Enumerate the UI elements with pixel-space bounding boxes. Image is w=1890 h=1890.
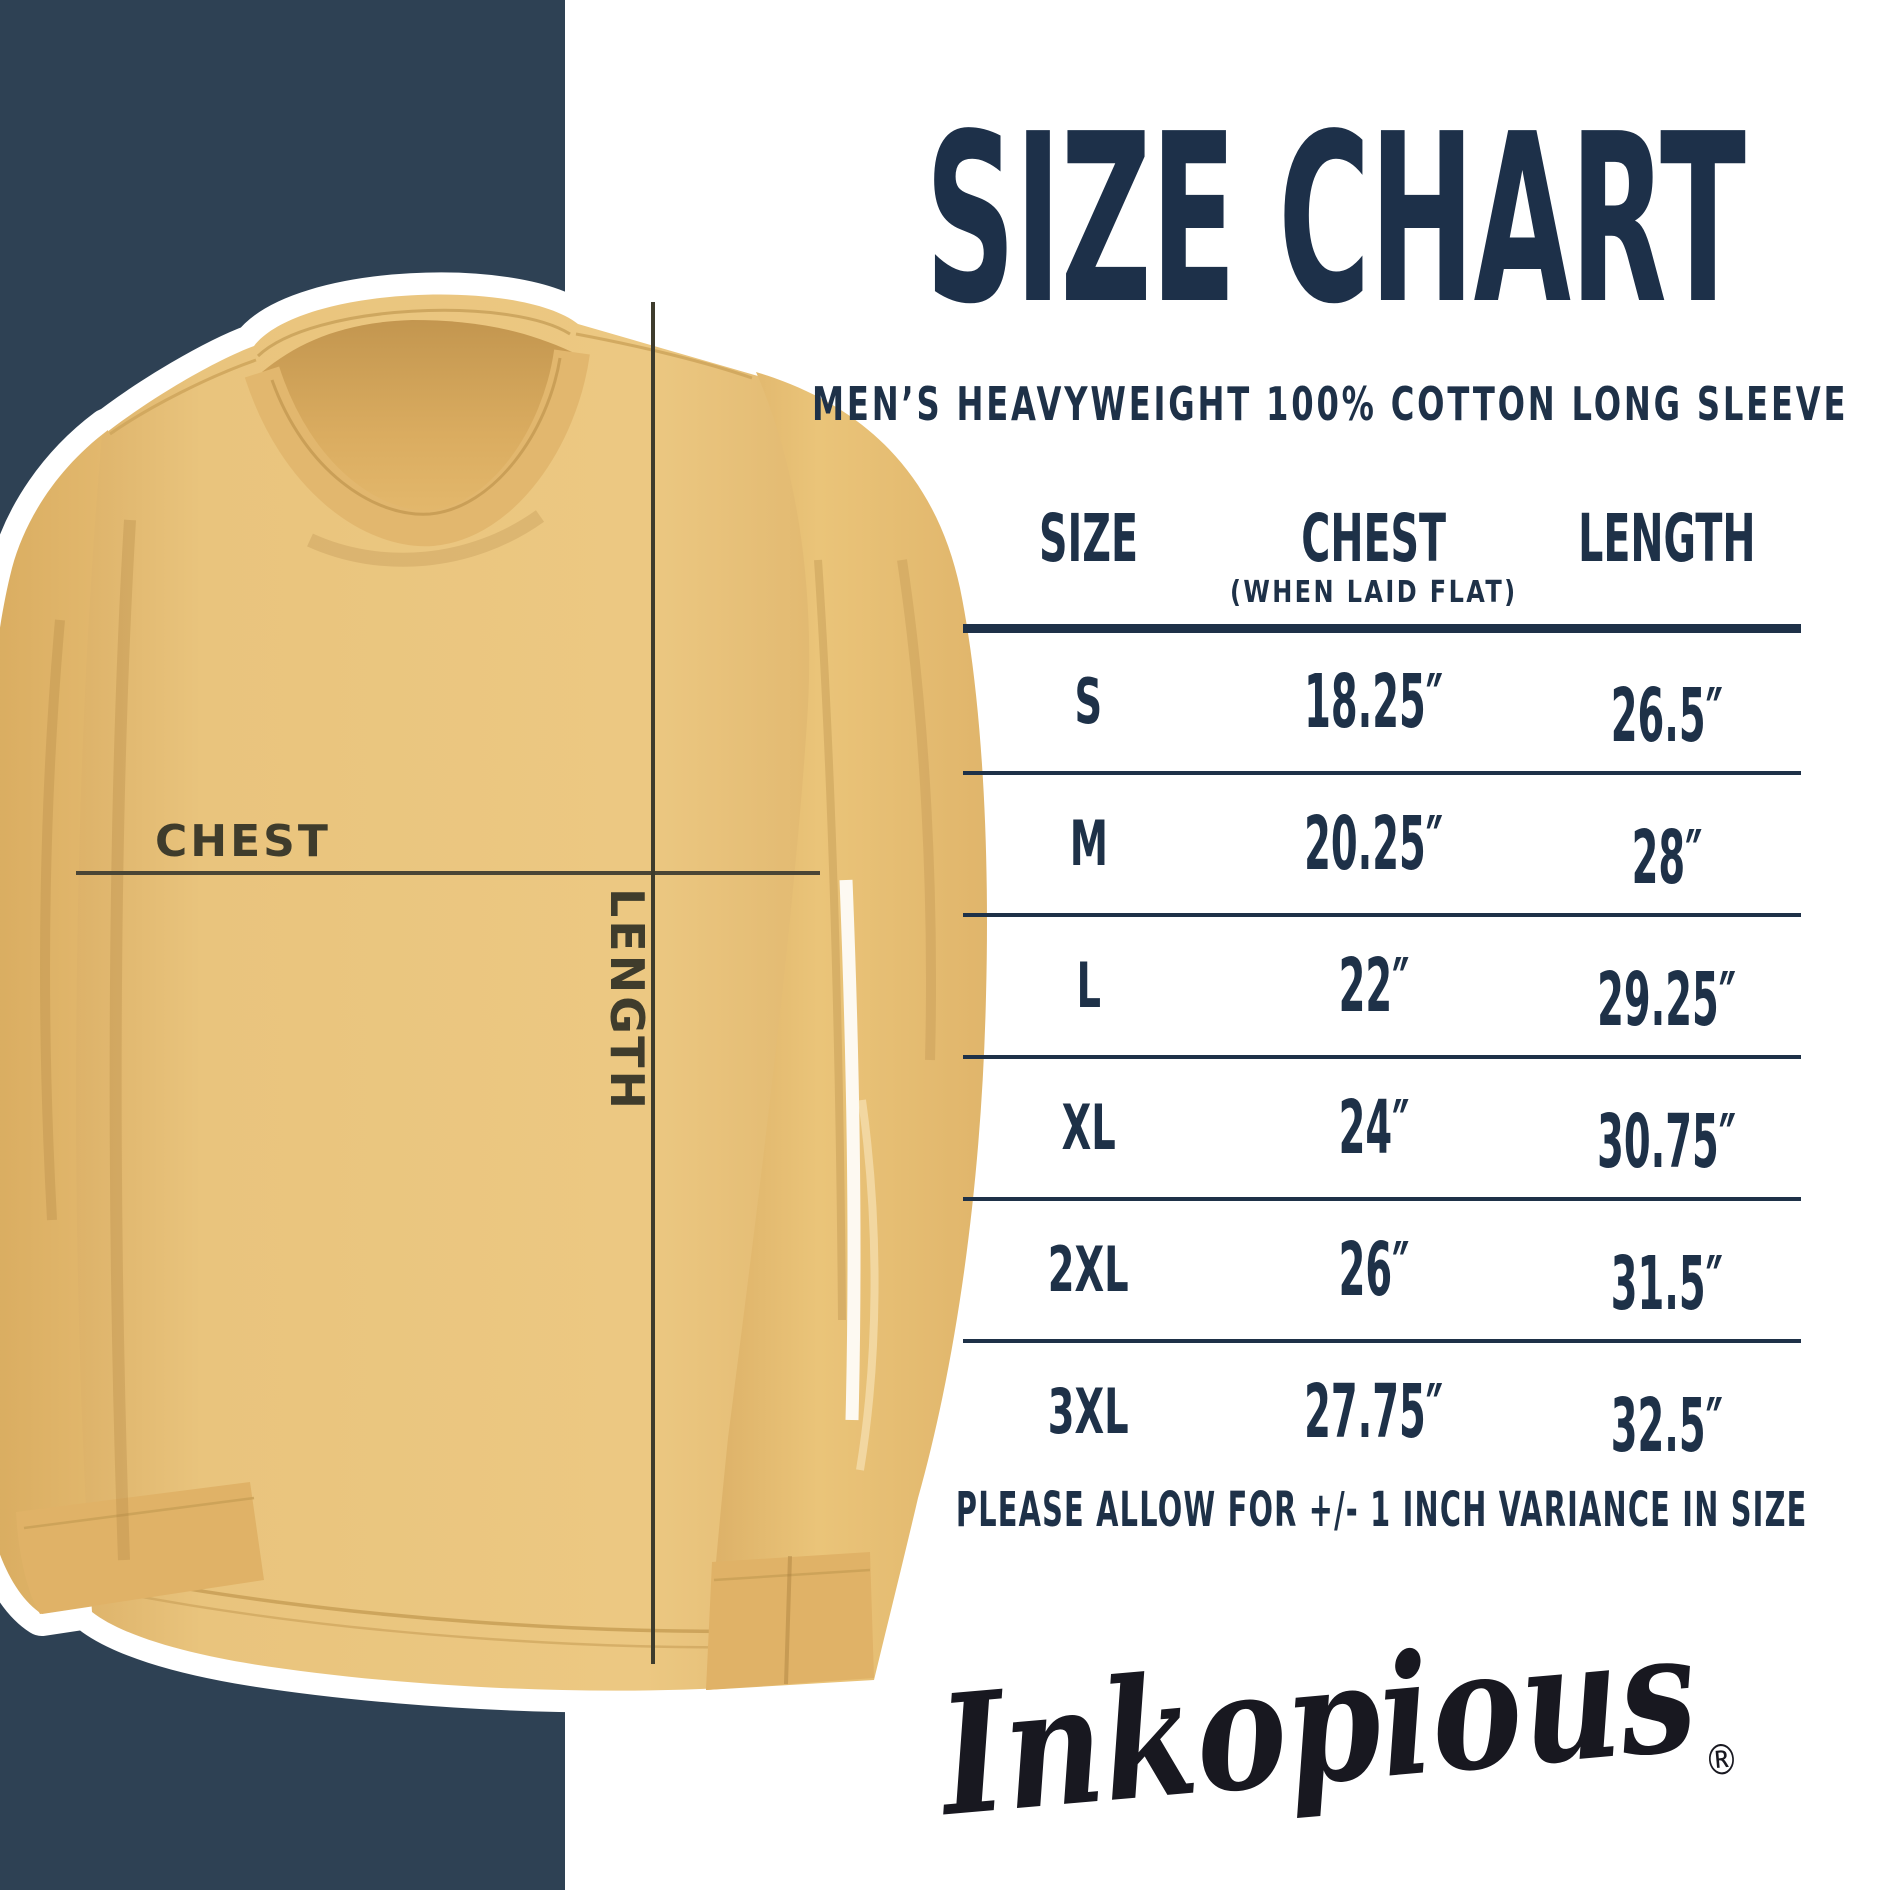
crease-body-right xyxy=(814,559,846,1321)
cell-size-text: 2XL xyxy=(1048,1233,1130,1306)
shirt-collar-band xyxy=(244,349,590,547)
sleeve-gap-highlight xyxy=(839,879,861,1421)
cell-size-text: 3XL xyxy=(1048,1375,1130,1448)
cell-size-text: S xyxy=(1074,665,1103,738)
crease-under-collar xyxy=(307,510,545,567)
right-cuff-fold xyxy=(784,1555,792,1685)
shoulder-seam-right xyxy=(575,332,753,380)
cell-length-text: 32.5″ xyxy=(1610,1383,1723,1469)
cell-chest: 22″ xyxy=(1214,949,1532,1023)
cell-length: 31.5″ xyxy=(1533,1247,1801,1321)
variance-note: PLEASE ALLOW FOR +/- 1 INCH VARIANCE IN … xyxy=(930,1480,1834,1540)
cell-chest: 24″ xyxy=(1214,1091,1532,1165)
chest-measure-label: CHEST xyxy=(155,816,331,867)
highlight-right-sleeve xyxy=(856,1099,879,1471)
page-subtitle-text: MEN’S HEAVYWEIGHT 100% COTTON LONG SLEEV… xyxy=(811,377,1849,431)
cell-size: 2XL xyxy=(963,1239,1214,1301)
cell-size-text: L xyxy=(1076,949,1101,1022)
cell-size: 3XL xyxy=(963,1381,1214,1443)
column-header-chest: CHEST (WHEN LAID FLAT) xyxy=(1214,496,1532,624)
shirt-collar-seam xyxy=(270,357,562,516)
cell-length: 30.75″ xyxy=(1533,1105,1801,1179)
cell-length: 29.25″ xyxy=(1533,963,1801,1037)
crease-body-left xyxy=(109,519,136,1561)
column-header-chest-text: CHEST xyxy=(1301,500,1447,577)
cell-chest: 18.25″ xyxy=(1214,665,1532,739)
length-measure-label: LENGTH xyxy=(600,888,654,1113)
right-cuff xyxy=(706,1552,874,1690)
shirt-body xyxy=(76,294,864,1691)
size-table-header: SIZE CHEST (WHEN LAID FLAT) LENGTH xyxy=(963,496,1801,633)
cell-chest: 27.75″ xyxy=(1214,1375,1532,1449)
left-cuff xyxy=(16,1482,264,1614)
shirt-back-collar-seam xyxy=(256,308,571,358)
cell-length: 28″ xyxy=(1533,821,1801,895)
right-cuff-stitch xyxy=(713,1568,871,1582)
length-measure-line xyxy=(651,302,655,1664)
page-title: SIZE CHART xyxy=(885,100,1785,338)
page-title-text: SIZE CHART xyxy=(925,83,1746,355)
table-row: L 22″ 29.25″ xyxy=(963,917,1801,1059)
cell-size: M xyxy=(963,813,1214,875)
chest-measure-line xyxy=(76,871,820,875)
column-header-length: LENGTH xyxy=(1533,496,1801,624)
cell-chest-text: 20.25″ xyxy=(1304,801,1444,887)
shoulder-seam-left xyxy=(109,358,257,436)
table-row: 3XL 27.75″ 32.5″ xyxy=(963,1343,1801,1481)
table-row: XL 24″ 30.75″ xyxy=(963,1059,1801,1201)
table-row: S 18.25″ 26.5″ xyxy=(963,633,1801,775)
cell-size-text: XL xyxy=(1061,1091,1116,1164)
cell-length: 32.5″ xyxy=(1533,1389,1801,1463)
cell-size: S xyxy=(963,671,1214,733)
crease-right-sleeve xyxy=(897,559,936,1061)
column-header-chest-subnote: (WHEN LAID FLAT) xyxy=(1229,575,1518,610)
cell-length-text: 31.5″ xyxy=(1610,1241,1723,1327)
variance-note-text: PLEASE ALLOW FOR +/- 1 INCH VARIANCE IN … xyxy=(956,1482,1808,1538)
column-header-length-text: LENGTH xyxy=(1578,500,1756,577)
cell-size-text: M xyxy=(1069,807,1108,880)
left-cuff-stitch xyxy=(23,1496,255,1530)
cell-chest: 20.25″ xyxy=(1214,807,1532,881)
column-header-size-text: SIZE xyxy=(1039,500,1139,577)
cell-length-text: 28″ xyxy=(1631,815,1703,901)
table-row: 2XL 26″ 31.5″ xyxy=(963,1201,1801,1343)
page-subtitle: MEN’S HEAVYWEIGHT 100% COTTON LONG SLEEV… xyxy=(812,374,1845,434)
cell-length-text: 30.75″ xyxy=(1597,1099,1737,1185)
cell-chest-text: 22″ xyxy=(1338,943,1409,1029)
cell-chest-text: 18.25″ xyxy=(1304,659,1444,745)
cell-length-text: 26.5″ xyxy=(1610,673,1723,759)
cell-size: L xyxy=(963,955,1214,1017)
registered-trademark-icon: ® xyxy=(1701,1734,1741,1786)
cell-length: 26.5″ xyxy=(1533,679,1801,753)
cell-size: XL xyxy=(963,1097,1214,1159)
table-row: M 20.25″ 28″ xyxy=(963,775,1801,917)
cell-chest: 26″ xyxy=(1214,1233,1532,1307)
cell-length-text: 29.25″ xyxy=(1597,957,1737,1043)
cell-chest-text: 27.75″ xyxy=(1304,1369,1444,1455)
column-header-size: SIZE xyxy=(963,496,1214,624)
cell-chest-text: 24″ xyxy=(1338,1085,1409,1171)
size-table: SIZE CHEST (WHEN LAID FLAT) LENGTH S 18.… xyxy=(963,496,1801,1481)
crease-left-sleeve xyxy=(40,619,65,1221)
cell-chest-text: 26″ xyxy=(1338,1227,1409,1313)
